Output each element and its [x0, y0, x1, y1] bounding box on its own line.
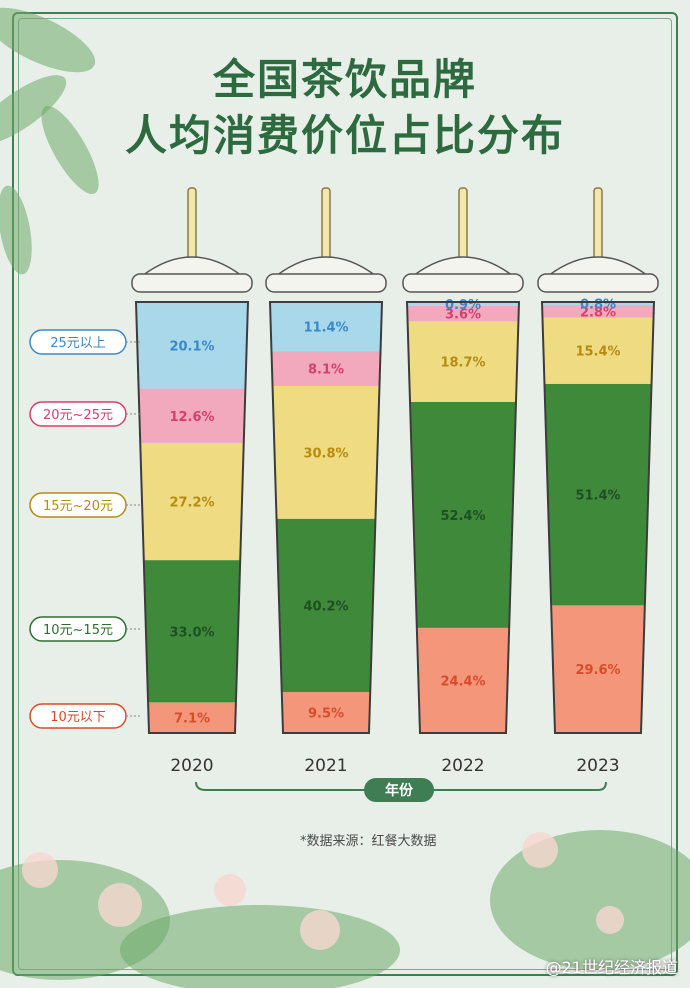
data-label-2021-10-15: 40.2%: [303, 599, 348, 614]
data-label-2020-20-25: 12.6%: [169, 410, 214, 425]
x-tick-label-2022: 2022: [441, 756, 484, 776]
cup-lid-rim: [265, 273, 387, 293]
data-label-2023-under-10: 29.6%: [575, 663, 620, 678]
data-label-2021-over-25: 11.4%: [303, 321, 348, 336]
data-label-2021-20-25: 8.1%: [308, 363, 344, 378]
cup-outline-2021: [268, 301, 384, 734]
segment-2020-under-10: [148, 702, 236, 733]
cup-lid-dome: [273, 256, 379, 277]
x-tick-label-2020: 2020: [170, 756, 213, 776]
x-axis-label-badge: [364, 778, 434, 802]
x-tick-label-2023: 2023: [576, 756, 619, 776]
segment-2022-15-20: [407, 321, 519, 402]
watermark: @21世纪经济报道: [545, 958, 678, 977]
segment-2023-20-25: [542, 305, 654, 318]
data-label-2022-over-25: 0.9%: [445, 298, 481, 313]
x-tick-label-2021: 2021: [304, 756, 347, 776]
segment-2022-under-10: [416, 627, 510, 733]
data-label-2020-15-20: 27.2%: [169, 496, 214, 511]
cup-outline-2022: [405, 301, 521, 734]
data-label-2023-over-25: 0.8%: [580, 298, 616, 313]
leaf-decoration-icon: [0, 7, 99, 275]
data-label-2022-10-15: 52.4%: [440, 509, 485, 524]
legend-label-20-25: 20元~25元: [43, 408, 113, 423]
cup-lid-rim: [537, 273, 659, 293]
data-label-2022-20-25: 3.6%: [445, 308, 481, 323]
data-label-2021-15-20: 30.8%: [303, 446, 348, 461]
segment-2023-15-20: [542, 317, 654, 384]
segment-2022-20-25: [407, 305, 519, 322]
segment-2021-under-10: [281, 692, 371, 733]
data-label-2023-10-15: 51.4%: [575, 489, 620, 504]
cup-lid-dome: [139, 256, 245, 277]
data-label-2020-over-25: 20.1%: [169, 339, 214, 354]
legend-label-over-25: 25元以上: [50, 336, 106, 351]
segment-2021-15-20: [272, 386, 380, 519]
legend-label-15-20: 15元~20元: [43, 499, 113, 514]
data-label-2020-under-10: 7.1%: [174, 712, 210, 727]
cup-lid-dome: [545, 256, 651, 277]
segment-2020-over-25: [136, 302, 248, 389]
data-source-note: *数据来源：红餐大数据: [300, 834, 437, 849]
data-label-2023-20-25: 2.8%: [580, 305, 616, 320]
title-line-2: 人均消费价位占比分布: [124, 111, 565, 160]
flower-decoration-icon: [0, 830, 690, 988]
chart-title: 全国茶饮品牌 人均消费价位占比分布: [0, 52, 690, 164]
segment-2020-20-25: [138, 388, 246, 443]
segment-2023-under-10: [551, 605, 645, 733]
segment-2021-20-25: [271, 351, 381, 387]
x-axis-label: 年份: [385, 782, 414, 799]
cup-lid-dome: [410, 256, 516, 277]
cup-outline-2020: [134, 301, 250, 734]
segment-2021-10-15: [276, 518, 376, 693]
segment-2023-10-15: [544, 383, 652, 606]
cup-lid-rim: [131, 273, 253, 293]
data-label-2021-under-10: 9.5%: [308, 707, 344, 722]
straw-icon: [593, 187, 603, 261]
straw-icon: [187, 187, 197, 261]
data-label-2022-15-20: 18.7%: [440, 356, 485, 371]
segment-2021-over-25: [270, 302, 382, 352]
legend-label-under-10: 10元以下: [50, 710, 106, 725]
cup-outline-2023: [540, 301, 656, 734]
straw-icon: [321, 187, 331, 261]
segment-2020-10-15: [143, 560, 241, 703]
data-label-2020-10-15: 33.0%: [169, 625, 214, 640]
straw-icon: [458, 187, 468, 261]
data-label-2023-15-20: 15.4%: [575, 345, 620, 360]
segment-2022-10-15: [410, 401, 516, 628]
legend-label-10-15: 10元~15元: [43, 623, 113, 638]
cup-lid-rim: [402, 273, 524, 293]
title-line-1: 全国茶饮品牌: [212, 55, 477, 104]
data-label-2022-under-10: 24.4%: [440, 674, 485, 689]
segment-2020-15-20: [140, 442, 244, 561]
